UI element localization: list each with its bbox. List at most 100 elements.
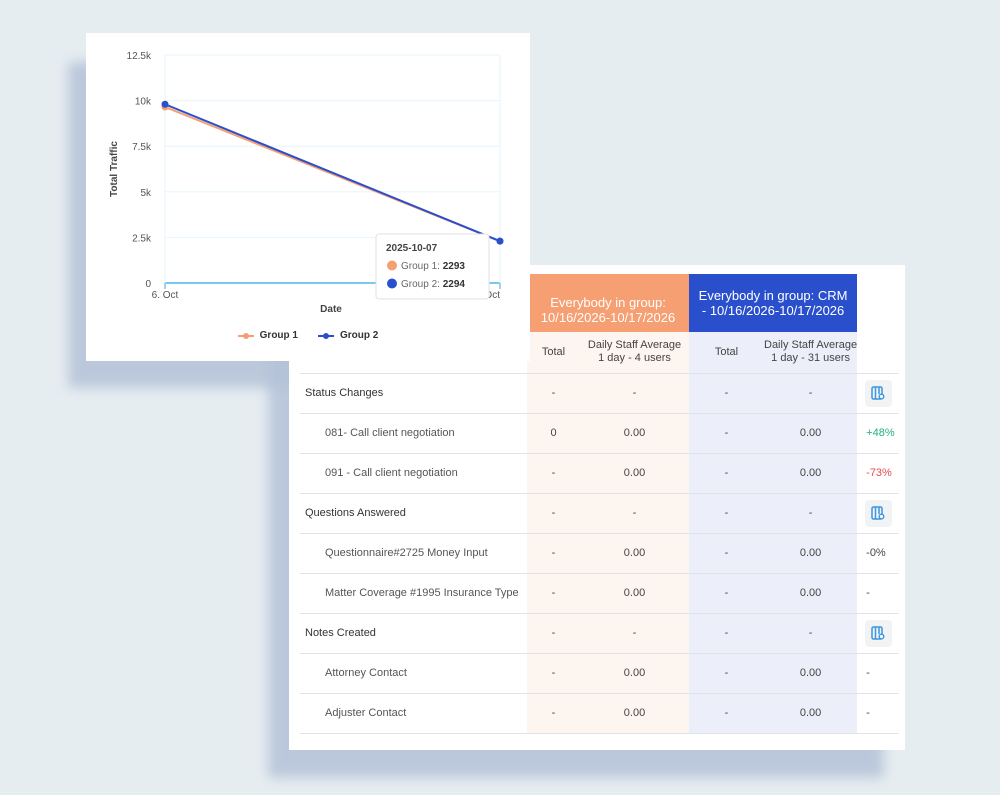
tooltip-value: 2294 — [443, 279, 466, 290]
comparison-table: Everybody in group: 10/16/2026-10/17/202… — [300, 274, 900, 734]
row-label: Matter Coverage #1995 Insurance Type — [300, 573, 527, 614]
col-total: Total — [527, 332, 580, 374]
change-percent: -0% — [857, 533, 900, 574]
column-settings-button[interactable] — [864, 619, 892, 647]
row-value: 0 — [527, 413, 580, 454]
row-value: 0.00 — [764, 653, 858, 694]
row-value: - — [764, 373, 858, 414]
row-value: - — [580, 373, 689, 414]
tooltip-marker — [387, 260, 397, 271]
row-value: - — [689, 373, 764, 414]
row-label: Notes Created — [300, 613, 527, 654]
row-value: - — [689, 613, 764, 654]
row-value: 0.00 — [580, 653, 689, 694]
svg-text:Group 2: 2294: Group 2: 2294 — [401, 279, 465, 290]
row-value: - — [764, 613, 858, 654]
col-daily-avg: Daily Staff Average 1 day - 31 users — [764, 332, 858, 374]
row-value: - — [689, 453, 764, 494]
row-label: Attorney Contact — [300, 653, 527, 694]
row-value: - — [527, 613, 580, 654]
group-2-header: Everybody in group: CRM - 10/16/2026-10/… — [689, 274, 858, 332]
row-value: 0.00 — [580, 533, 689, 574]
table-row: Questionnaire#2725 Money Input -0.00-0.00… — [300, 533, 900, 574]
row-value: 0.00 — [764, 413, 858, 454]
change-percent: -73% — [857, 453, 900, 494]
columns-settings-icon — [871, 386, 885, 400]
tooltip-title: 2025-10-07 — [386, 243, 438, 254]
svg-text:Group 1: 2293: Group 1: 2293 — [401, 261, 465, 272]
columns-settings-icon — [871, 626, 885, 640]
column-settings-button[interactable] — [864, 379, 892, 407]
y-tick-label: 10k — [135, 97, 152, 108]
row-value: 0.00 — [764, 693, 858, 734]
row-value: - — [689, 533, 764, 574]
table-row: Attorney Contact -0.00-0.00- — [300, 653, 900, 694]
row-label: Adjuster Contact — [300, 693, 527, 734]
row-label: 091 - Call client negotiation — [300, 453, 527, 494]
change-percent: - — [857, 693, 900, 734]
row-value: 0.00 — [580, 453, 689, 494]
table-row: Status Changes - - - - — [300, 373, 900, 414]
table-row: Adjuster Contact -0.00-0.00- — [300, 693, 900, 734]
row-value: 0.00 — [580, 573, 689, 614]
table-row: Notes Created - - - - — [300, 613, 900, 654]
table-row: Matter Coverage #1995 Insurance Type -0.0… — [300, 573, 900, 614]
change-percent: - — [857, 573, 900, 614]
y-axis-label: Total Traffic — [109, 141, 120, 197]
table-row: 091 - Call client negotiation -0.00-0.00-… — [300, 453, 900, 494]
row-value: - — [527, 573, 580, 614]
change-percent: +48% — [857, 413, 900, 454]
row-label: 081- Call client negotiation — [300, 413, 527, 454]
row-value: 0.00 — [580, 413, 689, 454]
row-value: 0.00 — [764, 573, 858, 614]
row-value: - — [689, 413, 764, 454]
table-row: 081- Call client negotiation 0 0.00-0.00 +4… — [300, 413, 900, 454]
row-value: - — [527, 653, 580, 694]
data-point[interactable] — [161, 100, 169, 108]
row-value: - — [689, 493, 764, 534]
row-value: 0.00 — [580, 693, 689, 734]
row-value: - — [527, 693, 580, 734]
legend-group-2[interactable]: Group 2 — [318, 330, 378, 341]
tooltip-label: Group 1: — [401, 261, 443, 272]
legend: Group 1 Group 2 — [86, 330, 530, 341]
row-value: - — [689, 653, 764, 694]
change-percent: - — [857, 653, 900, 694]
row-value: - — [580, 493, 689, 534]
y-tick-label: 2.5k — [132, 233, 152, 244]
x-axis-label: Date — [320, 304, 342, 315]
row-value: - — [689, 573, 764, 614]
series-line-group-2 — [164, 103, 501, 243]
row-label: Status Changes — [300, 373, 527, 414]
row-value: 0.00 — [764, 453, 858, 494]
row-value: - — [689, 693, 764, 734]
tooltip-label: Group 2: — [401, 279, 443, 290]
group-1-header: Everybody in group: 10/16/2026-10/17/202… — [527, 274, 689, 332]
comparison-table-card: Everybody in group: 10/16/2026-10/17/202… — [289, 265, 905, 750]
y-tick-label: 7.5k — [132, 142, 152, 153]
col-total: Total — [689, 332, 764, 374]
row-label: Questions Answered — [300, 493, 527, 534]
x-tick-label: 6. Oct — [152, 290, 179, 301]
row-value: - — [764, 493, 858, 534]
tooltip-value: 2293 — [443, 261, 466, 272]
row-value: - — [580, 613, 689, 654]
row-value: - — [527, 533, 580, 574]
y-tick-label: 12.5k — [127, 51, 152, 62]
row-value: - — [527, 493, 580, 534]
y-tick-label: 5k — [140, 188, 152, 199]
table-row: Questions Answered - - - - — [300, 493, 900, 534]
column-settings-button[interactable] — [864, 499, 892, 527]
row-label: Questionnaire#2725 Money Input — [300, 533, 527, 574]
legend-group-1[interactable]: Group 1 — [237, 330, 298, 341]
row-value: - — [527, 373, 580, 414]
row-value: - — [527, 453, 580, 494]
y-tick-label: 0 — [145, 279, 151, 290]
tooltip-marker — [387, 278, 397, 289]
data-point[interactable] — [496, 237, 504, 245]
col-daily-avg: Daily Staff Average 1 day - 4 users — [580, 332, 689, 374]
columns-settings-icon — [871, 506, 885, 520]
